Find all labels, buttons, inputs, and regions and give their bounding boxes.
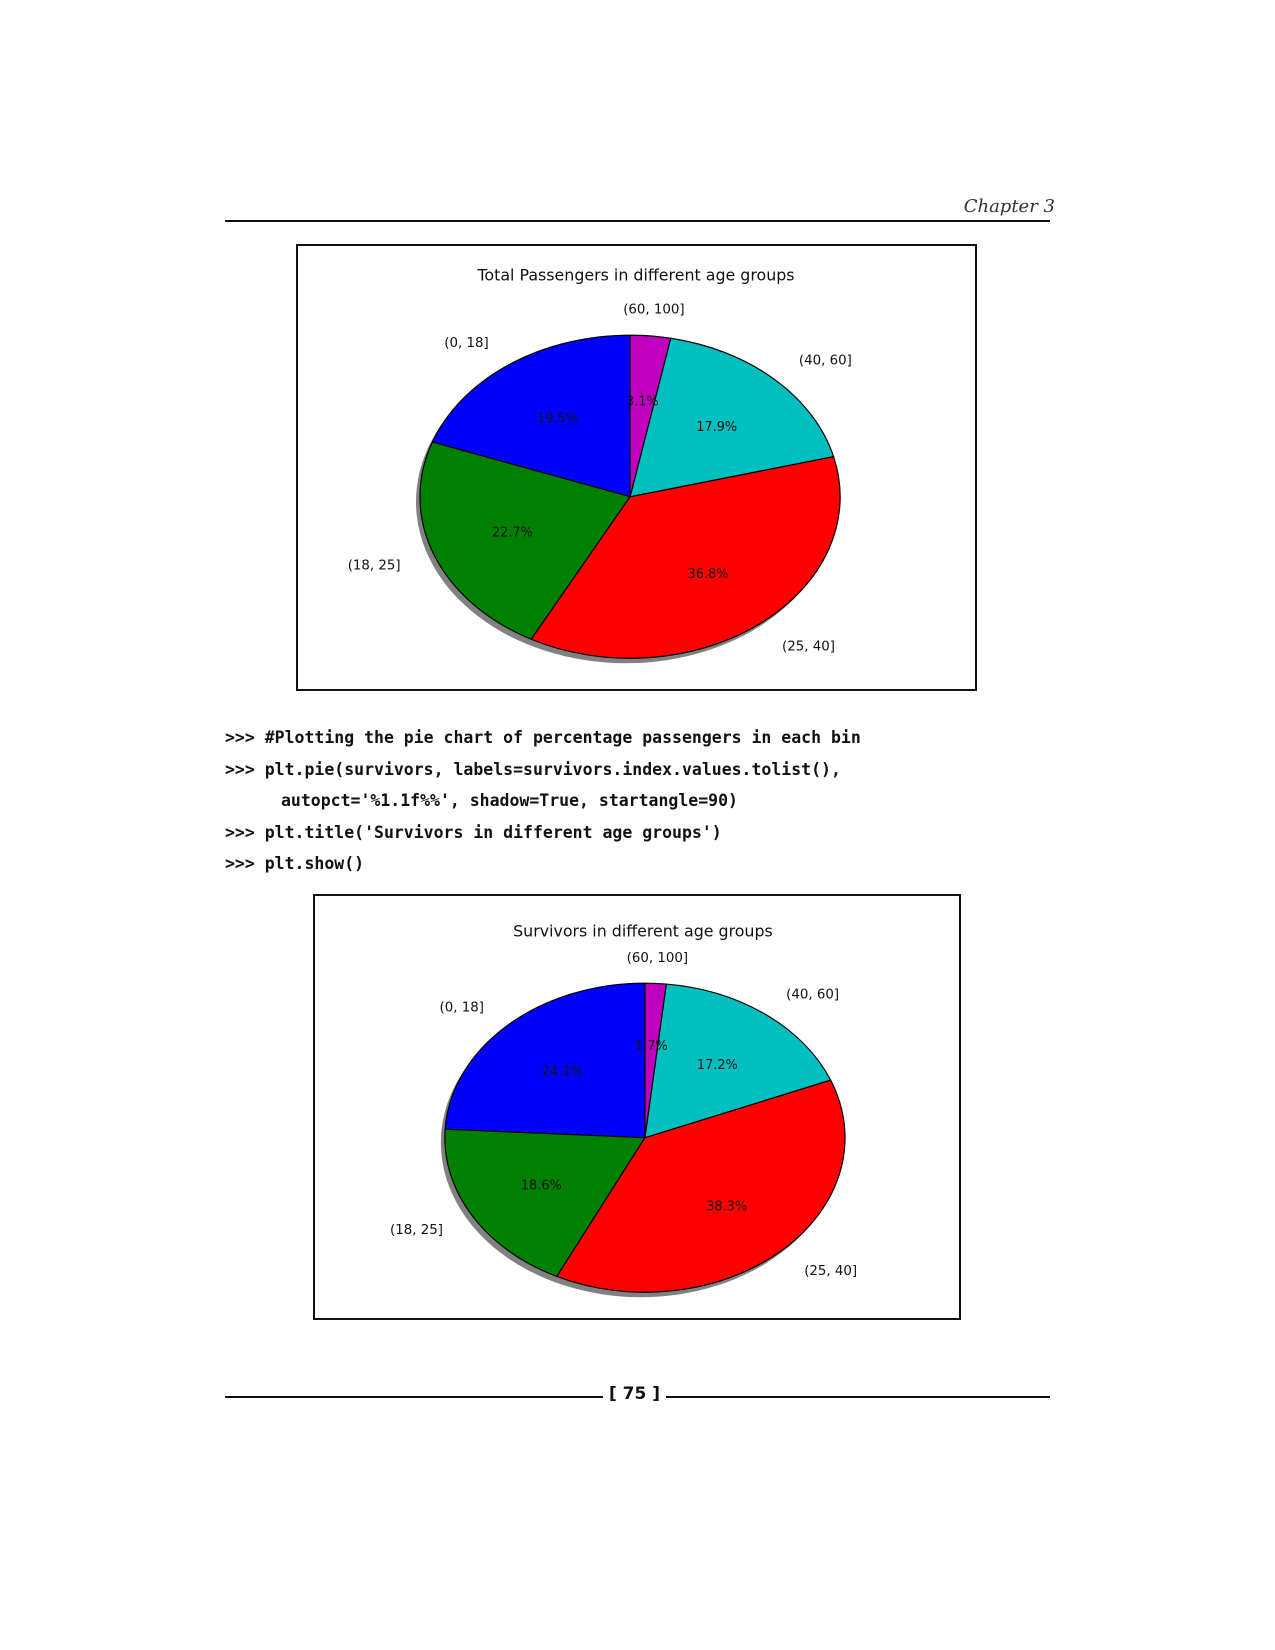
slice-category-label: (0, 18]	[440, 1000, 484, 1015]
pie-slice	[431, 334, 631, 498]
slice-category-label: (60, 100]	[627, 951, 688, 966]
pie-slice	[444, 982, 646, 1139]
chart-title: Total Passengers in different age groups	[476, 266, 794, 285]
code-line: autopct='%1.1f%%', shadow=True, startang…	[281, 791, 738, 810]
footer-rule-right	[666, 1396, 1050, 1398]
slice-percent-label: 36.8%	[688, 567, 729, 582]
slice-category-label: (25, 40]	[804, 1264, 857, 1279]
slice-percent-label: 22.7%	[492, 525, 533, 540]
pie-slice	[644, 983, 832, 1139]
slice-category-label: (60, 100]	[623, 303, 684, 318]
code-block: >>> #Plotting the pie chart of percentag…	[225, 722, 1055, 880]
code-line: >>> plt.title('Survivors in different ag…	[225, 822, 722, 842]
slice-percent-label: 1.7%	[635, 1039, 668, 1054]
pie-slice	[629, 337, 835, 498]
slice-category-label: (40, 60]	[786, 988, 839, 1003]
pie-chart-survivors: Survivors in different age groups 24.1% (0…	[313, 894, 961, 1320]
pie-chart-svg: Total Passengers in different age groups…	[348, 266, 852, 664]
pie-chart-svg: Survivors in different age groups 24.1% (0…	[390, 922, 857, 1298]
slice-percent-label: 17.2%	[697, 1058, 738, 1073]
slice-category-label: (18, 25]	[348, 559, 401, 574]
code-line: >>> plt.show()	[225, 854, 365, 873]
slice-percent-label: 24.1%	[542, 1064, 583, 1079]
slice-category-label: (40, 60]	[799, 353, 852, 368]
slice-percent-label: 38.3%	[706, 1200, 747, 1215]
pie-slice	[556, 1079, 846, 1293]
slice-percent-label: 3.1%	[626, 394, 659, 409]
pie-slice	[419, 441, 631, 640]
pie-slice	[644, 982, 667, 1139]
chapter-header: Chapter 3	[963, 196, 1055, 217]
slice-percent-label: 18.6%	[521, 1179, 562, 1194]
slice-percent-label: 17.9%	[696, 420, 737, 435]
page-number: [ 75 ]	[608, 1384, 661, 1404]
pie-chart-total-passengers: Total Passengers in different age groups…	[296, 244, 977, 691]
pie-slice	[629, 334, 672, 498]
pie-slice	[530, 455, 841, 659]
slice-category-label: (18, 25]	[390, 1223, 443, 1238]
footer-rule-left	[225, 1396, 603, 1398]
code-line: >>> plt.pie(survivors, labels=survivors.…	[225, 759, 841, 779]
slice-percent-label: 19.5%	[537, 411, 578, 426]
header-rule	[225, 220, 1050, 222]
chart-title: Survivors in different age groups	[513, 922, 773, 941]
slice-category-label: (0, 18]	[444, 336, 488, 351]
slice-category-label: (25, 40]	[782, 639, 835, 654]
code-line: >>> #Plotting the pie chart of percentag…	[225, 728, 861, 747]
pie-slice	[444, 1128, 646, 1278]
